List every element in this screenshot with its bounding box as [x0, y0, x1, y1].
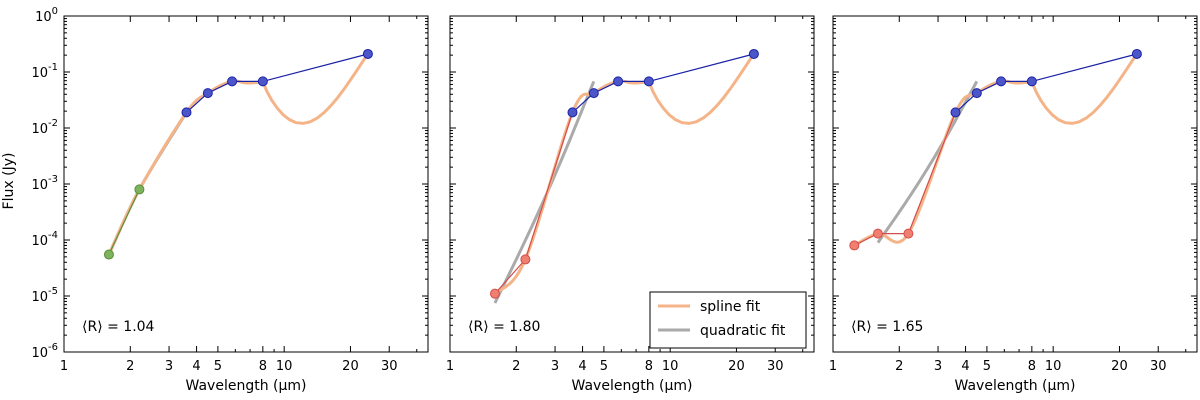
x-tick-label: 8 — [1028, 359, 1036, 374]
measured-point — [996, 76, 1007, 87]
panel-1: 1 2 3 4 5 8 10 20 3010-610-510-410-310-210-1100 … — [1, 6, 429, 394]
x-tick-label: 30 — [381, 359, 398, 374]
plot-frame — [63, 15, 429, 353]
y-tick-label: 10-2 — [31, 118, 58, 137]
panel-2-annotation: ⟨R⟩ = 1.80 — [468, 319, 540, 335]
measured-point — [613, 76, 624, 87]
panel-2: 1 2 3 4 5 8 10 20 30 ⟨R⟩ = 1.80 Wavelength (μm) … — [446, 15, 815, 394]
y-tick-label: 100 — [35, 6, 58, 25]
measured-point — [643, 76, 654, 87]
plot-area — [849, 48, 1142, 251]
panel-3: 1 2 3 4 5 8 10 20 30 ⟨R⟩ = 1.65 Wavelength (μm) — [829, 15, 1198, 394]
panel-3-xlabel: Wavelength (μm) — [955, 378, 1076, 394]
measured-point — [971, 88, 982, 99]
measured-point — [1026, 76, 1037, 87]
x-tick-label: 4 — [578, 359, 586, 374]
near-ir-green-line — [108, 189, 140, 255]
legend-spline-label: spline fit — [700, 299, 761, 315]
x-tick-label: 4 — [192, 359, 200, 374]
x-tick-label: 10 — [276, 359, 293, 374]
measured-point — [362, 48, 373, 59]
x-tick-label: 30 — [767, 359, 784, 374]
plot-frame — [832, 15, 1198, 353]
x-tick-label: 20 — [1111, 359, 1128, 374]
panel-3-annotation: ⟨R⟩ = 1.65 — [851, 319, 923, 335]
measured-point — [950, 107, 961, 118]
near-ir-green-point — [134, 184, 145, 195]
measured-point — [1131, 48, 1142, 59]
x-tick-label: 4 — [961, 359, 969, 374]
measured-point — [257, 76, 268, 87]
near-ir-green-point — [103, 249, 114, 260]
x-tick-label: 3 — [165, 359, 173, 374]
x-tick-label: 5 — [214, 359, 222, 374]
legend-quadratic-label: quadratic fit — [700, 323, 786, 339]
y-tick-label: 10-6 — [31, 342, 58, 361]
x-tick-label: 5 — [983, 359, 991, 374]
x-tick-label: 2 — [895, 359, 903, 374]
x-tick-label: 8 — [259, 359, 267, 374]
x-tick-label: 10 — [1045, 359, 1062, 374]
measured-point — [181, 107, 192, 118]
panel-1-plot: 1 2 3 4 5 8 10 20 30 10-6 10-5 10-4 10-3 10-2 10-1 100 — [31, 6, 429, 374]
panel-1-annotation: ⟨R⟩ = 1.04 — [82, 319, 155, 335]
plot-area — [103, 48, 373, 260]
x-tick-label: 1 — [446, 359, 454, 374]
panel-3-plot: 1 2 3 4 5 8 10 20 30 — [829, 15, 1198, 374]
measured-point — [567, 107, 578, 118]
measured-point — [748, 48, 759, 59]
y-tick-label: 10-4 — [31, 230, 58, 249]
panel-1-ylabel: Flux (Jy) — [1, 153, 17, 210]
near-ir-red-point — [489, 288, 500, 299]
panel-1-xlabel: Wavelength (μm) — [186, 378, 307, 394]
x-tick-label: 2 — [126, 359, 134, 374]
x-tick-label: 3 — [551, 359, 559, 374]
x-tick-label: 1 — [60, 359, 68, 374]
near-ir-red-point — [520, 254, 531, 265]
y-tick-label: 10-3 — [31, 174, 58, 193]
x-tick-label: 8 — [645, 359, 653, 374]
panel-2-xlabel: Wavelength (μm) — [572, 378, 693, 394]
x-tick-label: 5 — [600, 359, 608, 374]
x-tick-label: 1 — [829, 359, 837, 374]
legend-box — [649, 291, 807, 349]
x-tick-label: 30 — [1150, 359, 1167, 374]
measured-point — [202, 88, 213, 99]
near-ir-connector-line — [854, 112, 957, 246]
plot-area — [489, 48, 759, 304]
x-tick-label: 3 — [934, 359, 942, 374]
y-tick-label: 10-1 — [31, 62, 58, 81]
y-tick-label: 10-5 — [31, 286, 58, 305]
legend: spline fit quadratic fit — [649, 291, 807, 349]
near-ir-red-point — [903, 228, 914, 239]
near-ir-red-point — [849, 240, 860, 251]
measured-point — [588, 88, 599, 99]
measured-point — [227, 76, 238, 87]
x-tick-label: 2 — [512, 359, 520, 374]
x-tick-label: 10 — [662, 359, 679, 374]
x-tick-label: 20 — [342, 359, 359, 374]
near-ir-red-point — [872, 228, 883, 239]
x-tick-label: 20 — [728, 359, 745, 374]
